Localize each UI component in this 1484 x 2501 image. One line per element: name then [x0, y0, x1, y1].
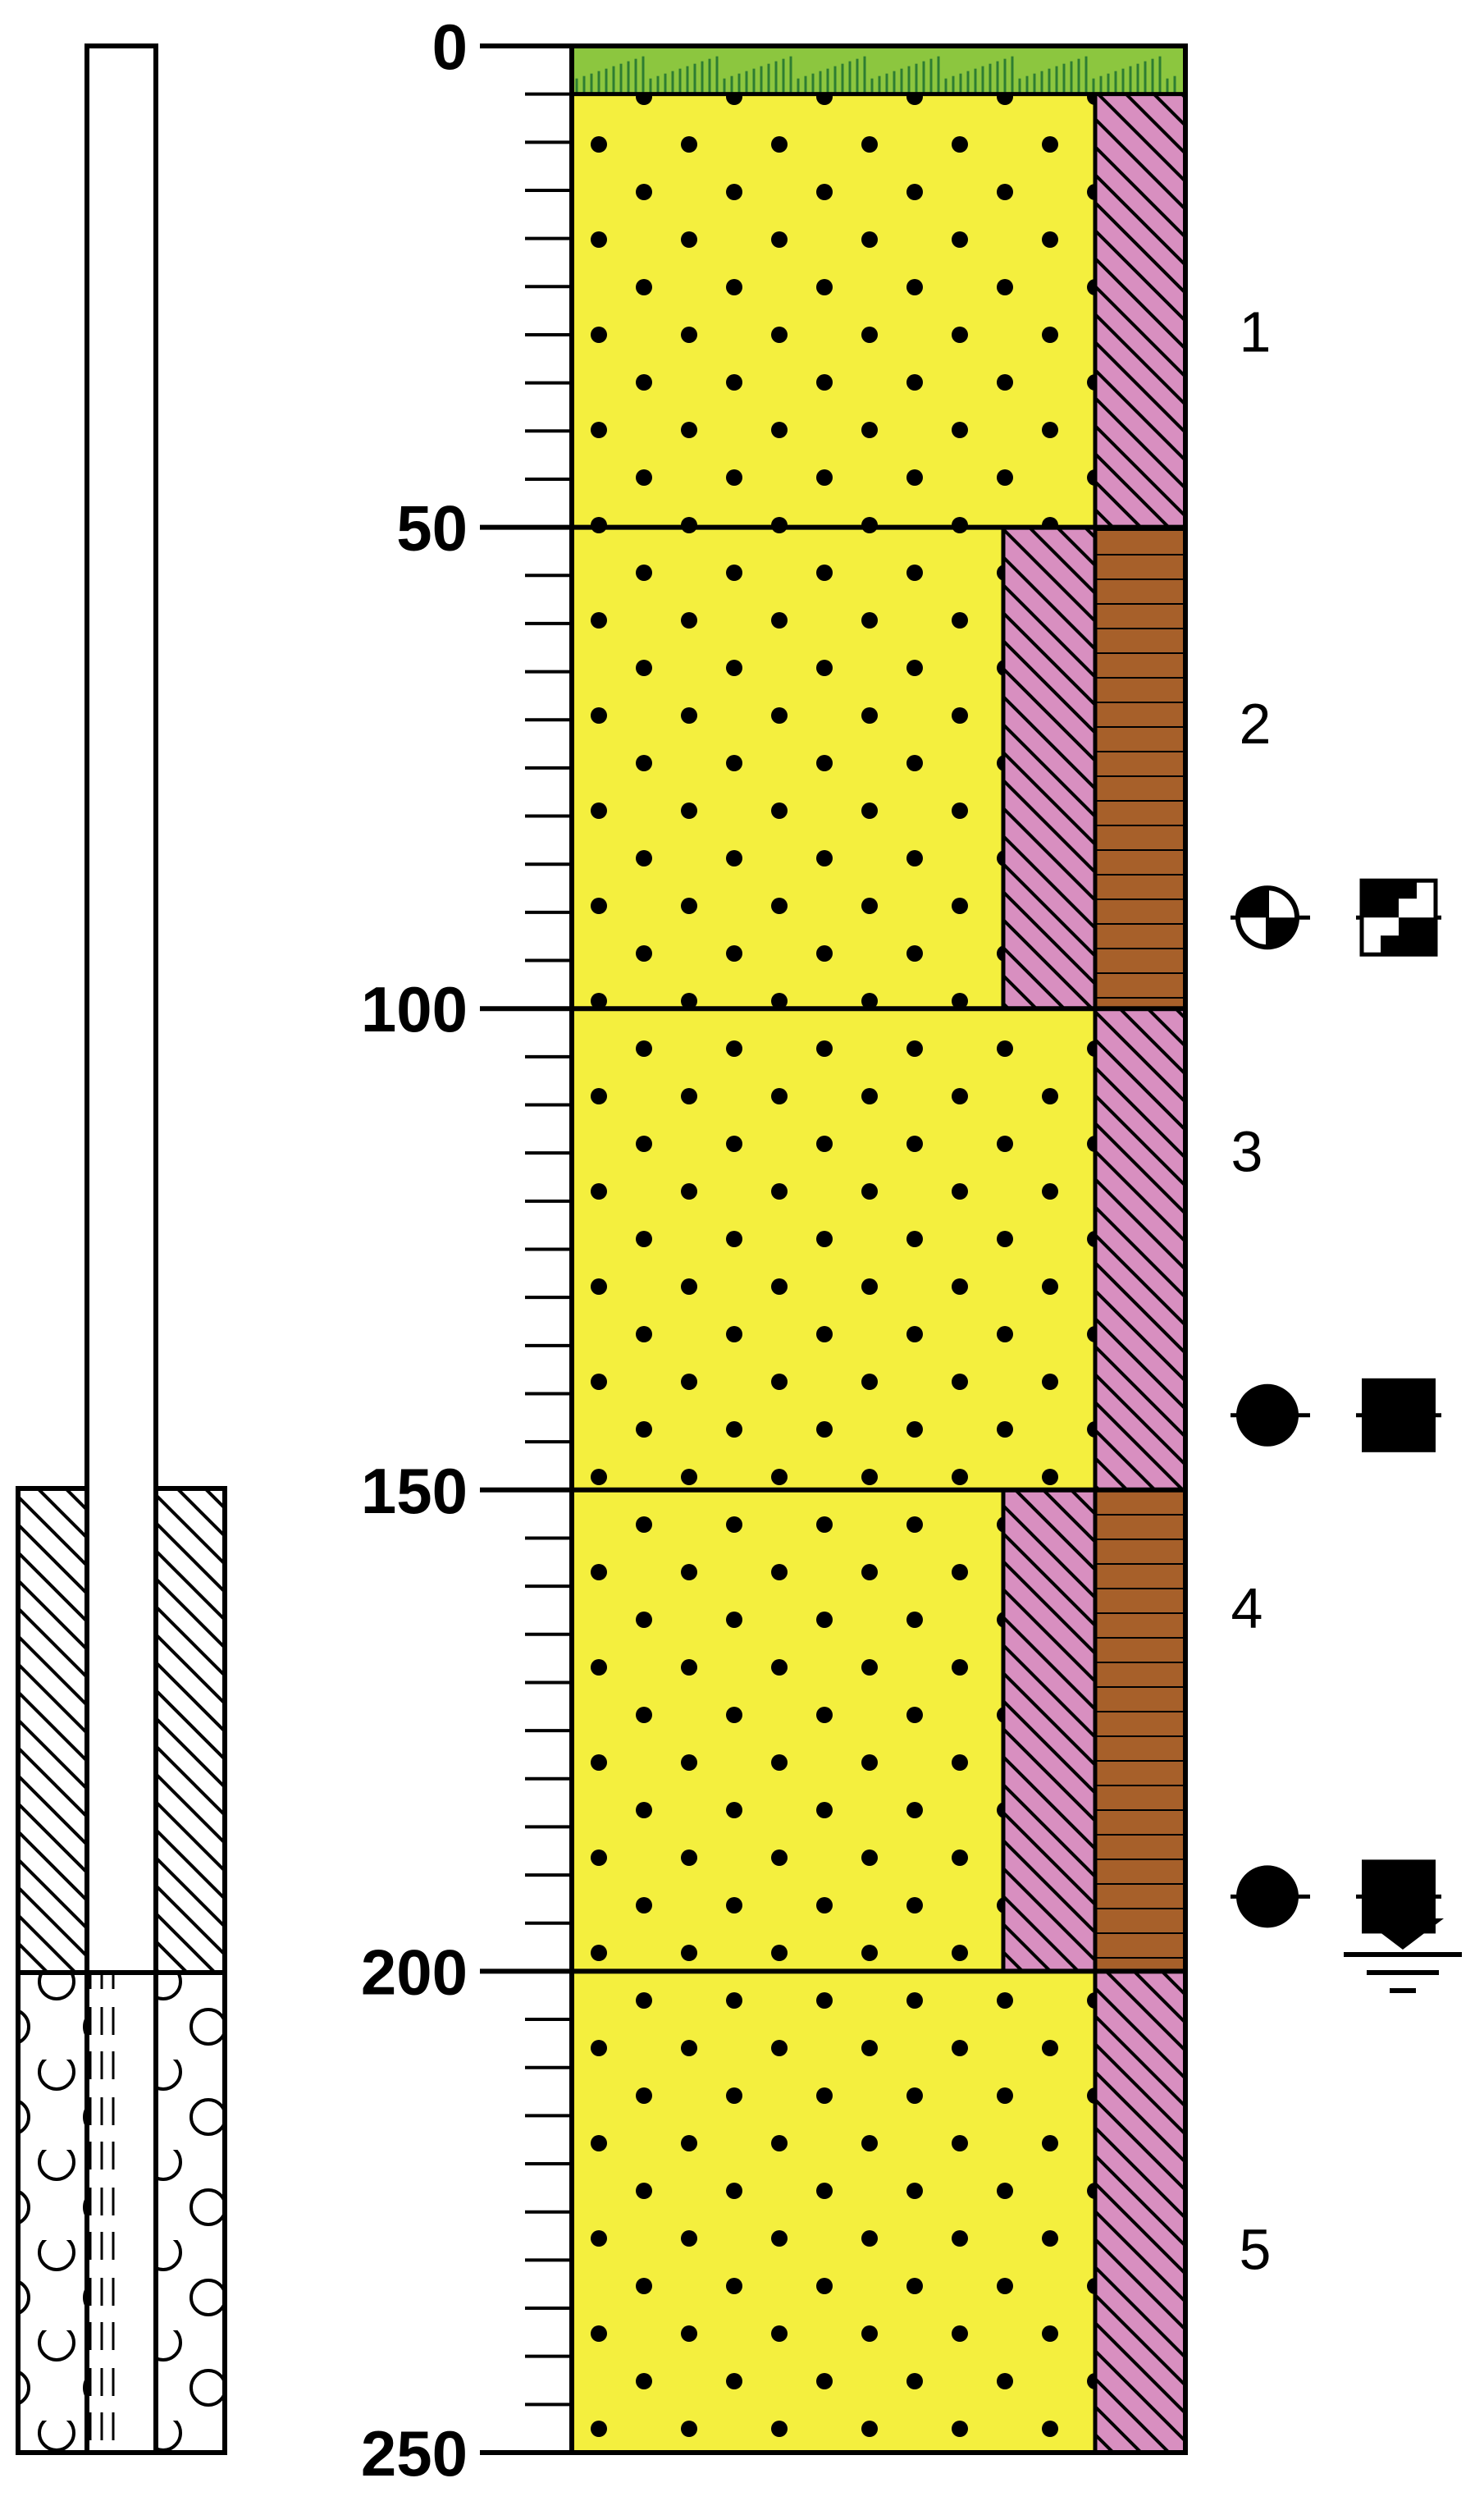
depth-label: 200	[361, 1936, 468, 2008]
depth-axis: 0 50 100 150 200 250	[361, 11, 574, 2490]
sand-dots-2	[572, 527, 1003, 1009]
filled-circle-icon	[1231, 1865, 1310, 1928]
layer-number-3: 3	[1231, 1120, 1263, 1184]
water-table-icon	[1344, 1918, 1462, 1993]
layer-annotations: 1 2 3 4 5	[1231, 300, 1441, 2282]
annular-seal-left	[16, 1486, 89, 1975]
well-riser-pipe	[84, 43, 158, 1975]
sand-dots-1	[572, 94, 1095, 528]
layer-number-2: 2	[1240, 692, 1272, 756]
depth-label: 250	[361, 2417, 468, 2490]
filled-circle-icon	[1231, 1383, 1310, 1447]
silt-hatch-1	[1095, 94, 1185, 528]
sand-dots-3	[572, 1008, 1095, 1490]
column-outline	[569, 43, 1188, 2455]
silt-hatch-5	[1095, 1971, 1185, 2453]
depth-label: 150	[361, 1455, 468, 1527]
clay-lines-4	[1095, 1489, 1185, 1972]
quartered-circle-icon	[1231, 885, 1310, 950]
layer-number-5: 5	[1240, 2218, 1272, 2282]
sand-dots-5	[572, 1971, 1095, 2453]
silt-hatch-3	[1095, 1008, 1185, 1490]
clay-lines-2	[1095, 527, 1185, 1009]
checker-square-icon	[1356, 878, 1441, 957]
monitoring-well	[16, 43, 227, 2455]
depth-label: 0	[432, 11, 468, 83]
silt-hatch-4	[1003, 1489, 1095, 1972]
depth-label: 50	[396, 492, 468, 565]
layer-number-4: 4	[1231, 1576, 1263, 1640]
well-screen	[84, 1970, 158, 2455]
filled-square-icon	[1356, 1378, 1441, 1452]
annular-seal-right	[153, 1486, 227, 1975]
filter-pack-left	[16, 1970, 89, 2455]
sand-dots-4	[572, 1489, 1003, 1972]
layer-number-1: 1	[1240, 300, 1272, 364]
grass-texture	[575, 56, 1176, 94]
depth-label: 100	[361, 973, 468, 1045]
silt-hatch-2	[1003, 527, 1095, 1009]
soil-column	[569, 43, 1188, 2455]
filter-pack-right	[153, 1970, 227, 2455]
